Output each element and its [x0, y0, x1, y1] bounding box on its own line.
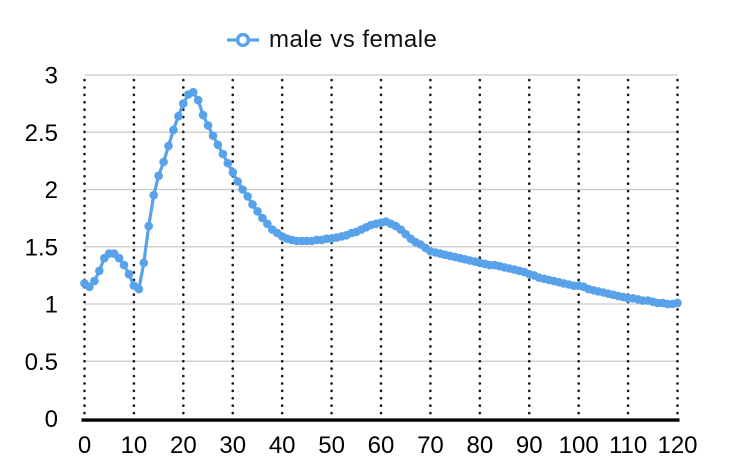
data-point: [243, 192, 252, 201]
data-point: [149, 190, 158, 200]
legend-circle-marker-icon: [227, 32, 259, 48]
y-axis-tick-label: 1.5: [25, 234, 58, 261]
y-axis-tick-label: 2: [45, 177, 58, 204]
chart-legend: male vs female: [226, 26, 437, 54]
y-axis-tick-label: 2.5: [25, 120, 58, 147]
data-point: [90, 276, 99, 286]
data-point: [139, 258, 149, 268]
y-axis-tick-label: 0: [45, 406, 58, 433]
x-axis-tick-label: 50: [318, 432, 345, 459]
data-point: [233, 177, 242, 186]
x-axis-tick-label: 30: [219, 432, 246, 459]
x-axis-tick-label: 0: [78, 432, 91, 459]
data-point: [169, 125, 178, 135]
data-point: [673, 298, 682, 308]
data-point: [228, 168, 238, 177]
data-point: [85, 282, 94, 292]
x-axis-tick-label: 40: [269, 432, 296, 459]
data-point: [223, 158, 233, 168]
data-point: [258, 213, 267, 223]
x-axis-tick-label: 90: [516, 432, 543, 459]
data-point: [253, 207, 262, 216]
x-axis-tick-label: 10: [121, 432, 148, 459]
x-axis-tick-label: 100: [559, 432, 599, 459]
data-point: [134, 284, 144, 294]
x-axis-tick-label: 80: [466, 432, 493, 459]
x-axis-tick-label: 110: [609, 432, 647, 459]
data-point: [208, 131, 218, 140]
data-point: [203, 121, 213, 130]
data-point: [193, 95, 203, 105]
x-axis-tick-label: 120: [657, 432, 697, 459]
data-point: [144, 221, 153, 231]
data-point: [164, 141, 173, 151]
data-point: [218, 149, 228, 159]
x-axis-tick-label: 60: [368, 432, 395, 459]
data-point: [95, 266, 104, 276]
data-point: [179, 99, 188, 108]
data-point: [188, 87, 198, 97]
data-point: [263, 219, 272, 229]
data-point: [213, 140, 223, 150]
data-point: [159, 157, 168, 167]
data-point: [114, 253, 124, 263]
y-axis-tick-label: 3: [45, 63, 58, 90]
x-axis-tick-label: 20: [170, 432, 197, 459]
y-axis-tick-label: 1: [45, 292, 58, 319]
x-axis-tick-label: 70: [417, 432, 444, 459]
legend-label: male vs female: [269, 26, 438, 53]
data-point: [248, 200, 257, 209]
data-point: [119, 260, 129, 270]
data-point: [124, 269, 134, 279]
data-point: [174, 111, 183, 121]
data-point: [154, 171, 163, 181]
data-point: [238, 185, 247, 194]
data-point: [198, 110, 208, 120]
y-axis-tick-label: 0.5: [25, 349, 58, 376]
